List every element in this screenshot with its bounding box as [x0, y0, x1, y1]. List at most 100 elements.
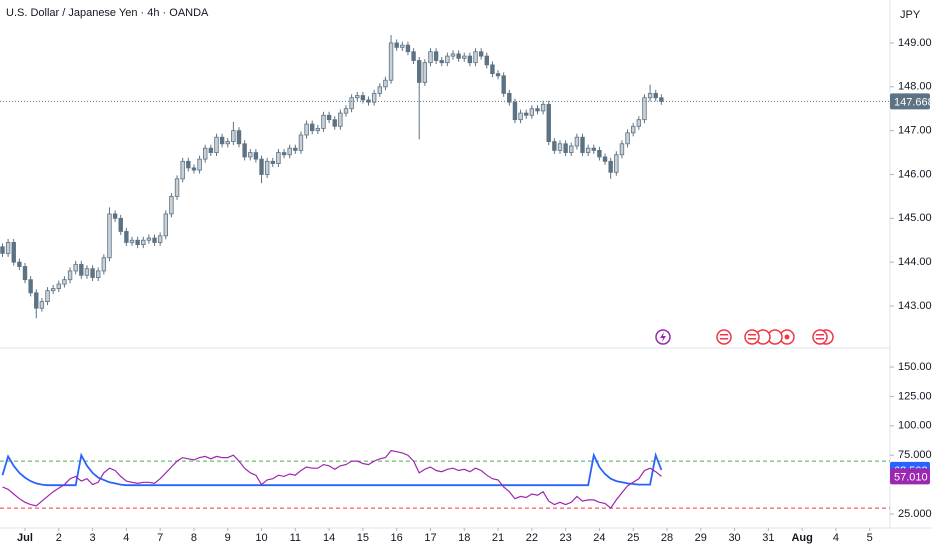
candle-body — [146, 237, 152, 241]
candle-body — [79, 263, 84, 276]
indicator-line — [2, 449, 662, 509]
candle-body — [602, 156, 608, 162]
candle-body — [287, 147, 292, 156]
y-tick-label: 149.000 — [898, 37, 932, 49]
candle-body — [631, 125, 636, 134]
event-icon[interactable] — [744, 329, 760, 345]
x-tick-label: 15 — [357, 532, 369, 544]
candle-body — [456, 53, 461, 59]
candle-body — [315, 128, 321, 132]
flag-stripe — [816, 338, 824, 340]
candle-body — [501, 75, 506, 94]
flag-stripe — [720, 338, 728, 340]
y-tick-label: 143.000 — [898, 300, 932, 312]
candle-body — [518, 112, 523, 121]
candle-body — [540, 103, 546, 112]
candle-body — [169, 195, 174, 215]
price-tag — [890, 93, 930, 110]
candle-body — [84, 268, 90, 276]
candle-body — [101, 257, 107, 272]
x-tick-label: 3 — [90, 532, 96, 544]
candle-body — [56, 283, 61, 289]
candle-body — [478, 51, 484, 57]
candle-body — [585, 147, 591, 153]
x-tick-label: 28 — [661, 532, 673, 544]
candle-body — [569, 145, 574, 153]
candle-body — [281, 152, 287, 156]
candle-body — [417, 60, 422, 83]
candle-body — [338, 112, 343, 127]
y-tick-label: 75.000 — [898, 449, 932, 461]
event-icon[interactable] — [812, 329, 828, 345]
candle-body — [529, 108, 535, 116]
candle-body — [225, 141, 230, 145]
candle-body — [242, 143, 247, 158]
flag-stripe — [816, 334, 824, 336]
candle-body — [535, 108, 540, 112]
candle-body — [625, 132, 630, 145]
candle-body — [157, 235, 163, 243]
candle-body — [462, 55, 467, 59]
candle-body — [112, 213, 118, 219]
x-tick-label: 31 — [762, 532, 774, 544]
candle-body — [90, 268, 95, 278]
x-tick-label: 7 — [157, 532, 163, 544]
candle-body — [439, 60, 444, 64]
x-tick-label: 8 — [191, 532, 197, 544]
x-tick-label: Jul — [17, 532, 33, 544]
candle-body — [433, 51, 439, 61]
candle-body — [383, 79, 388, 88]
candle-body — [619, 143, 625, 156]
candle-body — [203, 147, 208, 160]
x-tick-label: 11 — [290, 532, 301, 544]
candle-body — [118, 217, 123, 232]
x-tick-label: 16 — [391, 532, 403, 544]
candle-body — [11, 242, 16, 263]
x-tick-label: 17 — [424, 532, 436, 544]
candle-body — [563, 143, 568, 153]
candle-body — [355, 95, 360, 99]
y-tick-label: 100.000 — [898, 420, 932, 432]
candle-body — [73, 263, 78, 272]
candle-body — [608, 160, 613, 173]
lightning — [660, 332, 666, 342]
candle-body — [186, 160, 191, 169]
candle-body — [321, 114, 326, 129]
candle-body — [219, 136, 225, 145]
candle-body — [264, 160, 270, 175]
candle-body — [614, 154, 619, 173]
price-tag-label: 57.010 — [894, 471, 928, 483]
candle-body — [546, 103, 551, 142]
candle-body — [163, 213, 168, 237]
x-tick-label: 24 — [593, 532, 605, 544]
candle-body — [422, 62, 428, 83]
flag-stripe — [748, 334, 756, 336]
candle-body — [129, 239, 135, 243]
candle-body — [377, 86, 382, 94]
x-tick-label: 4 — [833, 532, 839, 544]
event-icon[interactable] — [716, 329, 732, 345]
y-tick-label: 146.000 — [898, 168, 932, 180]
candle-body — [276, 152, 281, 164]
x-tick-label: 18 — [458, 532, 470, 544]
candle-body — [17, 261, 22, 267]
candle-body — [214, 136, 219, 153]
candle-body — [642, 97, 647, 121]
candle-body — [236, 130, 242, 145]
candle-body — [107, 213, 112, 259]
candle-body — [34, 292, 39, 309]
candle-body — [552, 141, 557, 151]
candle-body — [304, 123, 309, 136]
candle-body — [473, 51, 478, 64]
x-tick-label: 10 — [255, 532, 267, 544]
y-tick-label: 148.000 — [898, 81, 932, 93]
y-tick-label: 144.000 — [898, 256, 932, 268]
candle-body — [124, 231, 129, 243]
x-tick-label: 21 — [492, 532, 504, 544]
x-tick-label: 9 — [225, 532, 231, 544]
x-tick-label: 30 — [728, 532, 740, 544]
candle-body — [574, 136, 580, 147]
x-tick-label: 29 — [695, 532, 707, 544]
